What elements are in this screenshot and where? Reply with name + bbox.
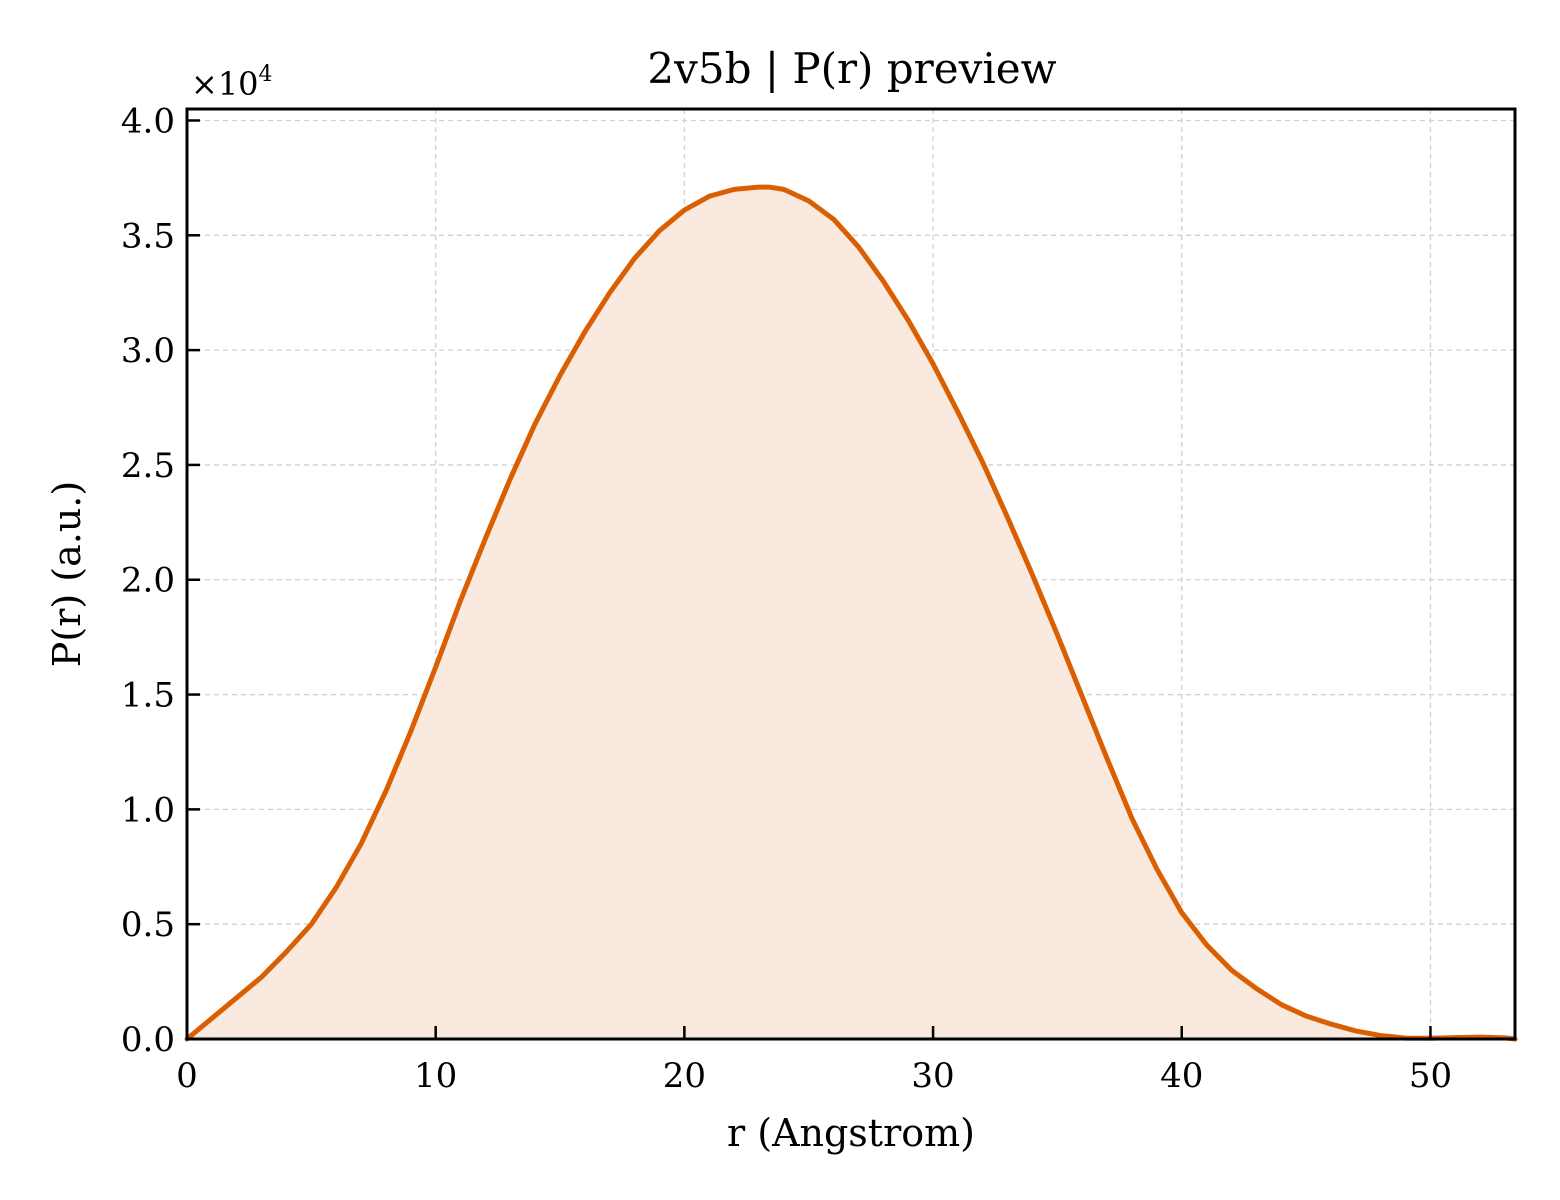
y-multiplier: ×104 [191,62,273,103]
x-tick-label: 40 [1160,1056,1203,1096]
y-tick-label: 1.5 [121,676,175,716]
area-fill [187,187,1515,1039]
x-tick-label: 20 [663,1056,706,1096]
y-tick-label: 1.0 [121,790,175,830]
chart-title: 2v5b | P(r) preview [647,44,1056,93]
y-axis: 0.0 0.5 1.0 1.5 2.0 2.5 3.0 3.5 4.0 [121,101,200,1060]
x-tick-label: 50 [1409,1056,1452,1096]
x-axis: 0 10 20 30 40 50 [176,1026,1452,1096]
y-tick-label: 4.0 [121,101,175,141]
y-axis-label: P(r) (a.u.) [45,481,89,667]
y-multiplier-exp: 4 [259,62,273,87]
x-axis-label: r (Angstrom) [727,1111,975,1155]
y-tick-label: 0.5 [121,905,175,945]
y-tick-label: 3.0 [121,331,175,371]
y-tick-label: 2.0 [121,561,175,601]
svg-text:×104: ×104 [191,62,273,103]
series-line [184,184,1518,1042]
y-tick-label: 2.5 [121,446,175,486]
x-tick-label: 10 [414,1056,457,1096]
x-tick-label: 0 [176,1056,198,1096]
y-tick-label: 3.5 [121,216,175,256]
plot-frame [185,107,1517,1041]
y-tick-label: 0.0 [121,1020,175,1060]
x-tick-label: 30 [911,1056,954,1096]
y-multiplier-base: ×10 [191,65,259,103]
